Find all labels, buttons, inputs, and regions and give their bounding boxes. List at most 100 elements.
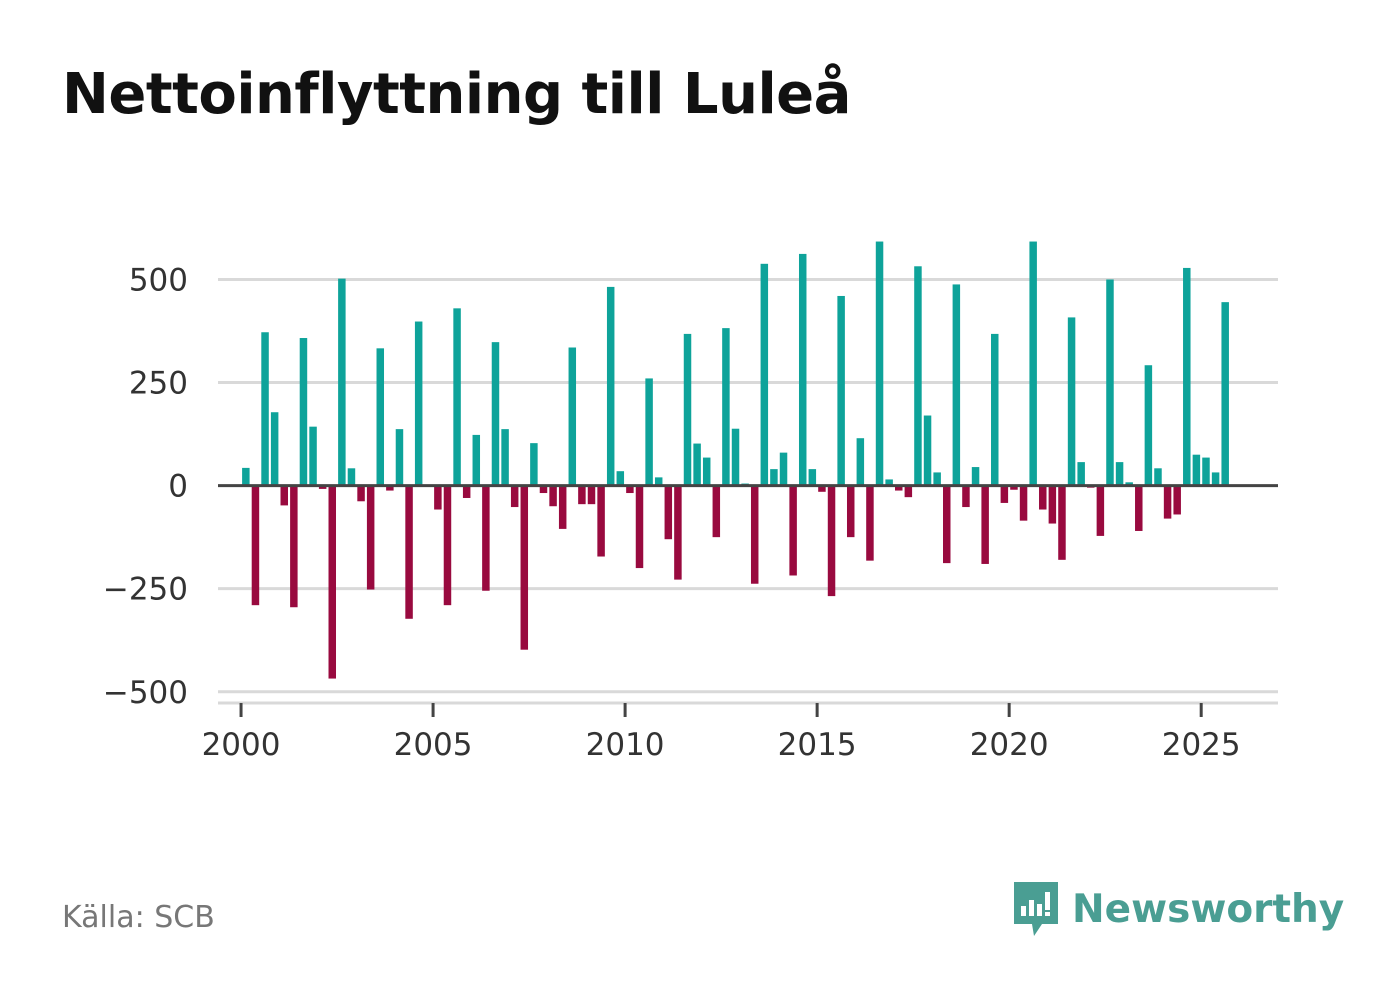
bar <box>318 485 327 489</box>
bar <box>943 485 951 564</box>
bar <box>645 378 653 486</box>
bar <box>904 485 913 498</box>
bar <box>722 328 730 486</box>
bar <box>376 348 385 486</box>
bars <box>242 241 1229 679</box>
bar <box>587 485 596 505</box>
y-tick-label: 500 <box>129 262 188 298</box>
bar <box>1183 267 1191 486</box>
bar <box>1135 485 1143 531</box>
bar <box>309 426 317 486</box>
bar <box>597 485 605 557</box>
bar <box>1144 365 1153 486</box>
y-tick-label: 0 <box>168 469 188 505</box>
bar <box>885 479 893 486</box>
bar <box>1173 485 1181 515</box>
bar <box>1221 302 1229 486</box>
bar <box>347 468 356 486</box>
bar <box>827 485 836 597</box>
bar <box>779 452 788 486</box>
bar <box>443 485 452 606</box>
x-tick-label: 2005 <box>394 727 473 763</box>
y-tick-label: −500 <box>103 675 188 711</box>
bar <box>386 485 394 491</box>
bar <box>453 308 461 486</box>
x-tick-label: 2025 <box>1162 727 1241 763</box>
bar <box>1192 454 1201 486</box>
bar <box>750 485 759 584</box>
bar <box>558 485 567 529</box>
y-tick-label: −250 <box>103 572 188 608</box>
bar <box>798 253 807 486</box>
bar <box>462 485 471 498</box>
bar <box>693 443 701 486</box>
source-label: Källa: SCB <box>62 900 215 935</box>
bar <box>338 278 346 486</box>
brand-name: Newsworthy <box>1072 886 1345 932</box>
bar <box>261 332 269 486</box>
bar <box>1029 241 1037 486</box>
bar <box>654 477 663 486</box>
bar <box>1125 482 1133 486</box>
bar <box>1067 317 1076 486</box>
bar <box>434 485 442 510</box>
bar <box>1106 279 1114 486</box>
bar <box>568 347 577 486</box>
bar <box>1058 485 1066 560</box>
bar <box>962 485 970 508</box>
bar <box>578 485 586 505</box>
bar <box>395 429 404 486</box>
bar <box>818 485 826 492</box>
bar <box>270 412 279 486</box>
bar <box>635 485 644 569</box>
bar <box>366 485 375 590</box>
bar <box>1163 485 1172 519</box>
axes: 500 250 0 −250 −500 2000 2005 2010 2015 2020 2025 <box>103 262 1278 763</box>
bar <box>1211 472 1220 486</box>
bar <box>539 485 548 494</box>
bar <box>875 241 884 486</box>
bar <box>1202 457 1210 486</box>
bar <box>731 428 740 486</box>
bar <box>530 443 538 486</box>
bar <box>299 338 308 486</box>
bar <box>251 485 260 606</box>
bar <box>981 485 989 564</box>
bar <box>674 485 682 580</box>
bar <box>1019 485 1028 521</box>
bar <box>971 467 980 486</box>
bar <box>616 471 625 486</box>
bar <box>846 485 855 538</box>
bar <box>712 485 721 538</box>
bar <box>1077 462 1085 486</box>
bar <box>837 295 845 486</box>
bar <box>472 434 481 486</box>
bar <box>357 485 365 502</box>
bar <box>1096 485 1105 536</box>
x-tick-label: 2010 <box>586 727 665 763</box>
bar <box>520 485 529 650</box>
bar <box>664 485 673 540</box>
bar <box>991 333 999 486</box>
bar <box>1048 485 1057 524</box>
bar <box>808 469 817 486</box>
bar <box>1154 468 1162 486</box>
bar <box>894 485 903 491</box>
bar <box>549 485 557 507</box>
bar <box>760 263 769 486</box>
bar <box>856 438 865 486</box>
grid-lines <box>218 277 1278 694</box>
bar <box>510 485 519 508</box>
bar <box>952 284 961 486</box>
y-tick-label: 250 <box>129 366 188 402</box>
x-tick-label: 2020 <box>970 727 1049 763</box>
bar <box>933 472 941 486</box>
bar <box>290 485 298 608</box>
bar <box>491 342 500 486</box>
bar <box>1115 462 1124 486</box>
bar <box>405 485 413 619</box>
x-tick-label: 2000 <box>202 727 281 763</box>
bar <box>1000 485 1009 503</box>
bar <box>1039 485 1047 510</box>
